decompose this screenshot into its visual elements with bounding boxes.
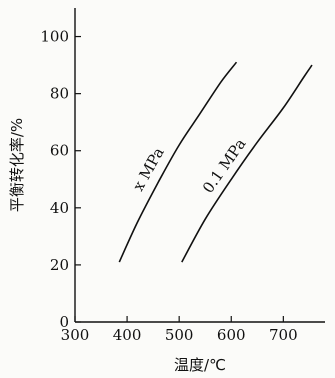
x-tick-label: 500: [165, 326, 194, 344]
ticks: 0 20 40 60 80 100 300 400 500 600 700: [40, 28, 297, 344]
x-tick-label: 300: [61, 326, 90, 344]
x-tick-label: 600: [217, 326, 246, 344]
x-tick-label: 700: [269, 326, 298, 344]
y-tick-label: 0: [59, 313, 69, 331]
axes: [74, 8, 325, 323]
series-line-2: [181, 64, 313, 263]
series-label-1: x MPa: [129, 144, 168, 194]
x-axis-label: 温度/℃: [174, 356, 226, 374]
y-tick-label: 40: [50, 199, 69, 217]
y-tick-label: 100: [40, 28, 69, 46]
y-tick-label: 20: [50, 256, 69, 274]
labels-group: 温度/℃ 平衡转化率/%: [8, 118, 226, 374]
y-tick-label: 60: [50, 142, 69, 160]
series-label-2: 0.1 MPa: [199, 135, 250, 196]
series-line-1: [118, 61, 238, 263]
y-axis-label: 平衡转化率/%: [8, 118, 26, 212]
y-tick-label: 80: [50, 85, 69, 103]
x-tick-label: 400: [113, 326, 142, 344]
series-group: x MPa 0.1 MPa: [118, 61, 313, 263]
